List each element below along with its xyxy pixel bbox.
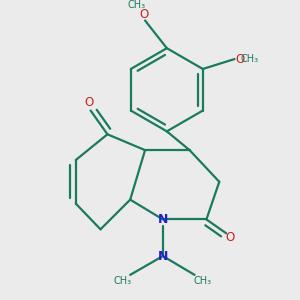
Text: CH₃: CH₃: [241, 54, 259, 64]
Text: O: O: [139, 8, 148, 20]
Text: CH₃: CH₃: [113, 276, 131, 286]
Text: N: N: [158, 213, 168, 226]
Text: CH₃: CH₃: [194, 276, 211, 286]
Text: O: O: [84, 96, 93, 109]
Text: N: N: [158, 250, 168, 262]
Text: O: O: [226, 231, 235, 244]
Text: CH₃: CH₃: [128, 0, 146, 10]
Text: O: O: [236, 52, 245, 66]
